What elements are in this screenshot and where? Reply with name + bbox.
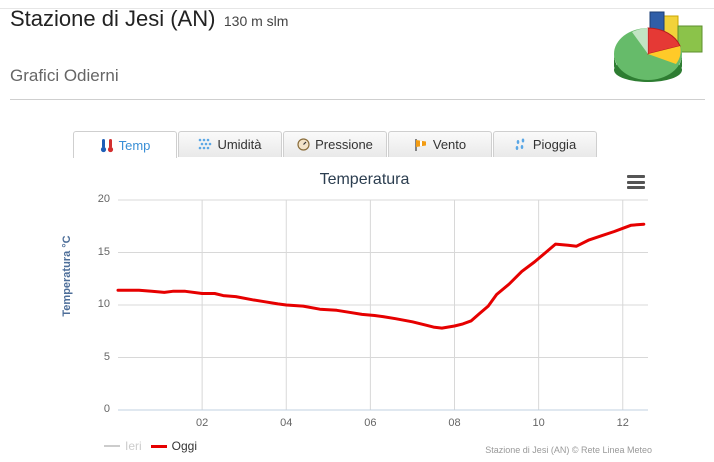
- y-tick-label: 5: [103, 350, 110, 363]
- tab-vento-label: Vento: [432, 137, 467, 152]
- top-border: [0, 8, 714, 9]
- menu-bar: [627, 175, 645, 178]
- header-divider: [10, 99, 705, 100]
- tab-temp[interactable]: Temp: [73, 131, 177, 158]
- x-tick-label: 06: [364, 417, 377, 429]
- x-tick-label: 02: [196, 417, 209, 429]
- rain-icon: [515, 138, 525, 150]
- tab-pioggia[interactable]: Pioggia: [493, 131, 597, 157]
- tab-pioggia-label: Pioggia: [532, 137, 577, 152]
- temperature-chart: Temperatura Temperatura °C 0 5 10 15 20 02 04…: [61, 158, 656, 458]
- y-tick-label: 0: [103, 403, 110, 415]
- tab-pressione-label: Pressione: [315, 137, 373, 152]
- page-subtitle: Grafici Odierni: [10, 66, 119, 85]
- chart-title: Temperatura: [319, 171, 410, 188]
- chart-plot-area: [116, 199, 648, 411]
- menu-bar: [627, 186, 645, 189]
- legend-label-oggi: Oggi: [171, 439, 198, 453]
- charts-logo-icon: [614, 11, 703, 82]
- y-tick-label: 15: [97, 245, 110, 258]
- y-tick-label: 10: [97, 298, 110, 310]
- legend-label-ieri: Ieri: [125, 439, 142, 453]
- tab-temp-label: Temp: [118, 137, 151, 153]
- station-altitude: 130 m slm: [223, 13, 289, 29]
- tab-vento[interactable]: Vento: [388, 131, 492, 157]
- windsock-icon: [415, 138, 426, 151]
- barometer-icon: [297, 138, 310, 151]
- y-tick-label: 20: [97, 193, 110, 205]
- x-tick-label: 08: [448, 417, 461, 429]
- legend-item-oggi[interactable]: Oggi: [150, 439, 198, 453]
- chart-legend: Ieri Oggi: [104, 439, 206, 453]
- humidity-icon: [199, 138, 212, 149]
- menu-bar: [627, 180, 645, 184]
- legend-swatch-ieri: [104, 445, 120, 447]
- chart-menu-button[interactable]: [627, 175, 645, 189]
- tab-umidita-label: Umidità: [217, 137, 262, 152]
- thermometer-icon: [100, 138, 113, 152]
- legend-swatch-oggi: [150, 444, 167, 448]
- x-tick-label: 12: [616, 417, 629, 429]
- legend-item-ieri[interactable]: Ieri: [104, 439, 142, 453]
- page-header: Stazione di Jesi (AN) 130 m slm: [10, 6, 288, 32]
- x-tick-label: 10: [532, 417, 545, 429]
- x-tick-label: 04: [280, 417, 293, 429]
- series-line-oggi: [116, 222, 646, 330]
- station-title: Stazione di Jesi (AN): [10, 6, 216, 31]
- tab-pressione[interactable]: Pressione: [283, 131, 387, 157]
- chart-credits[interactable]: Stazione di Jesi (AN) © Rete Linea Meteo: [485, 445, 652, 455]
- tab-umidita[interactable]: Umidità: [178, 131, 282, 157]
- chart-tabs: Temp Umidità Pressione Vento: [73, 131, 598, 158]
